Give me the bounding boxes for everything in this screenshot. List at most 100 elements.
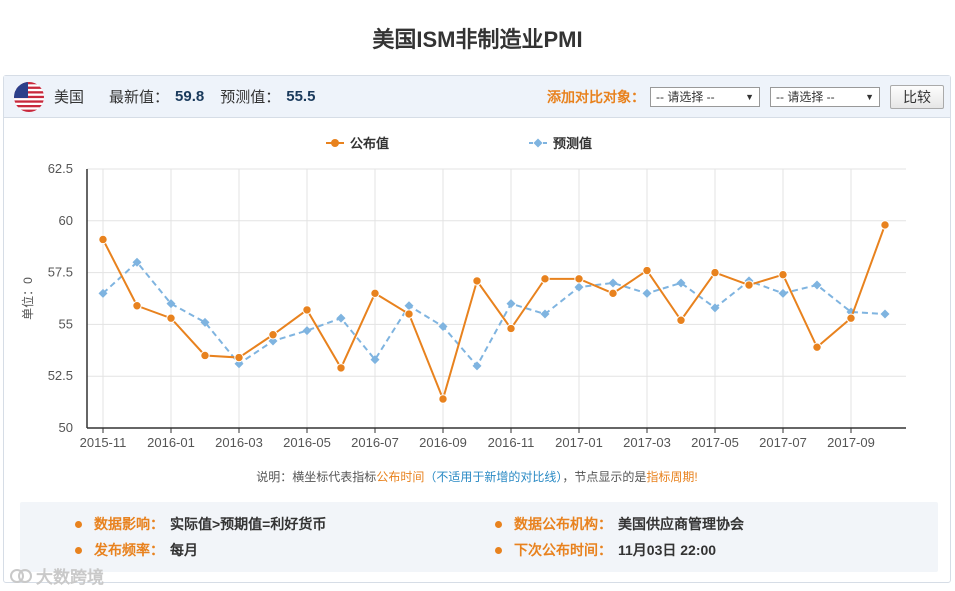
data-point-actual	[676, 315, 686, 325]
legend-actual-label: 公布值	[350, 136, 389, 151]
data-point-forecast	[608, 278, 618, 288]
legend-forecast-marker	[533, 138, 543, 148]
series-line-forecast	[102, 260, 886, 368]
info-frequency: 发布频率： 每月	[75, 540, 198, 560]
data-point-actual	[574, 274, 584, 284]
add-compare-label: 添加对比对象：	[547, 88, 645, 105]
pmi-line-chart: 50 52.5 55 57.5 60 62.5 2015-11 2016-01 2016-03 2…	[20, 136, 906, 450]
x-tick-label: 2016-09	[419, 435, 467, 450]
data-point-actual	[846, 313, 856, 323]
x-tick-label: 2017-01	[555, 435, 603, 450]
bullet-icon	[495, 546, 502, 554]
data-point-forecast	[472, 361, 482, 371]
data-point-forecast	[574, 282, 584, 292]
y-tick-label: 52.5	[48, 368, 73, 383]
data-point-forecast	[812, 280, 822, 290]
x-tick-label: 2015-11	[80, 435, 127, 450]
x-tick-label: 2017-03	[623, 435, 671, 450]
data-point-forecast	[200, 317, 210, 327]
forecast-value: 55.5	[286, 88, 316, 105]
x-tick-label: 2016-05	[283, 435, 331, 450]
info-impact: 数据影响： 实际值>预期值=利好货币	[75, 514, 326, 534]
agency-key: 数据公布机构：	[514, 516, 612, 532]
data-point-actual	[710, 267, 720, 278]
chart-note: 说明：横坐标代表指标公布时间（不适用于新增的对比线），节点显示的是指标周期!	[4, 468, 950, 485]
data-point-forecast	[438, 321, 448, 331]
x-tick-label: 2017-07	[759, 435, 807, 450]
indicator-info-box: 数据影响： 实际值>预期值=利好货币 发布频率： 每月 数据公布机构： 美国供应…	[20, 502, 938, 572]
data-point-forecast	[166, 299, 176, 309]
x-tick-label: 2016-07	[351, 435, 399, 450]
data-point-actual	[472, 276, 482, 286]
data-point-forecast	[404, 301, 414, 311]
data-point-forecast	[778, 288, 788, 298]
data-point-actual	[642, 265, 652, 276]
data-point-forecast	[506, 299, 516, 309]
x-tick-label: 2016-03	[215, 435, 263, 450]
x-tick-label: 2016-11	[488, 435, 535, 450]
watermark-logo-icon	[10, 568, 32, 583]
data-point-forecast	[676, 278, 686, 288]
note-text-5: 指标周期!	[646, 470, 698, 484]
data-point-forecast	[98, 288, 108, 298]
compare-select-2[interactable]: -- 请选择 -- ▼	[770, 86, 880, 107]
series-line-actual	[102, 224, 886, 403]
data-point-actual	[778, 269, 788, 280]
chart-panel: 美国 最新值： 59.8 预测值： 55.5 添加对比对象： -- 请选择 --…	[3, 75, 951, 583]
data-point-actual	[336, 363, 346, 373]
data-point-forecast	[642, 288, 652, 298]
next-release-value: 11月03日 22:00	[618, 542, 717, 558]
impact-value: 实际值>预期值=利好货币	[170, 516, 327, 532]
info-next-release: 下次公布时间： 11月03日 22:00	[495, 540, 716, 560]
x-tick-label: 2016-01	[147, 435, 195, 450]
data-point-actual	[744, 280, 754, 290]
note-text-2: 公布时间	[376, 470, 425, 484]
data-point-forecast	[540, 309, 550, 319]
bullet-icon	[75, 546, 82, 554]
compare-select-1-value: -- 请选择 --	[656, 90, 715, 104]
data-point-forecast	[302, 326, 312, 336]
data-point-actual	[234, 352, 244, 363]
data-point-actual	[608, 288, 618, 299]
country-label: 美国	[54, 89, 85, 106]
data-point-actual	[370, 288, 380, 299]
data-point-actual	[812, 342, 822, 352]
compare-button[interactable]: 比较	[890, 84, 944, 109]
data-point-forecast	[880, 309, 890, 319]
latest-value: 59.8	[175, 88, 205, 105]
data-point-actual	[540, 274, 550, 284]
y-tick-label: 60	[59, 213, 73, 228]
chevron-down-icon: ▼	[745, 91, 754, 102]
y-axis-label: 单位：0	[20, 277, 35, 320]
x-tick-label: 2017-05	[691, 435, 739, 450]
data-point-actual	[880, 220, 890, 230]
agency-value: 美国供应商管理协会	[618, 516, 744, 532]
data-point-actual	[166, 313, 176, 323]
y-tick-label: 62.5	[48, 161, 73, 176]
data-point-actual	[200, 350, 210, 361]
page-title: 美国ISM非制造业PMI	[372, 27, 583, 52]
note-text-3: （不适用于新增的对比线）	[424, 470, 563, 484]
legend-actual-marker	[331, 139, 339, 147]
compare-select-1[interactable]: -- 请选择 -- ▼	[650, 86, 760, 107]
watermark-text: 大数跨境	[36, 568, 104, 587]
data-point-actual	[404, 309, 414, 319]
data-point-actual	[268, 330, 278, 340]
y-tick-label: 57.5	[48, 265, 73, 280]
next-release-key: 下次公布时间：	[514, 542, 612, 558]
chevron-down-icon: ▼	[865, 91, 874, 102]
data-point-actual	[132, 301, 142, 311]
forecast-value-label: 预测值：	[220, 89, 281, 106]
legend-forecast-label: 预测值	[553, 136, 592, 151]
toolbar: 美国 最新值： 59.8 预测值： 55.5 添加对比对象： -- 请选择 --…	[4, 76, 950, 118]
compare-select-2-value: -- 请选择 --	[776, 90, 835, 104]
impact-key: 数据影响：	[94, 516, 164, 532]
data-point-actual	[506, 323, 516, 334]
data-point-forecast	[336, 313, 346, 323]
info-agency: 数据公布机构： 美国供应商管理协会	[495, 514, 744, 534]
frequency-value: 每月	[170, 542, 198, 558]
latest-value-label: 最新值：	[109, 89, 170, 106]
bullet-icon	[75, 520, 82, 528]
note-text-1: 说明：横坐标代表指标	[256, 470, 377, 484]
frequency-key: 发布频率：	[94, 542, 164, 558]
